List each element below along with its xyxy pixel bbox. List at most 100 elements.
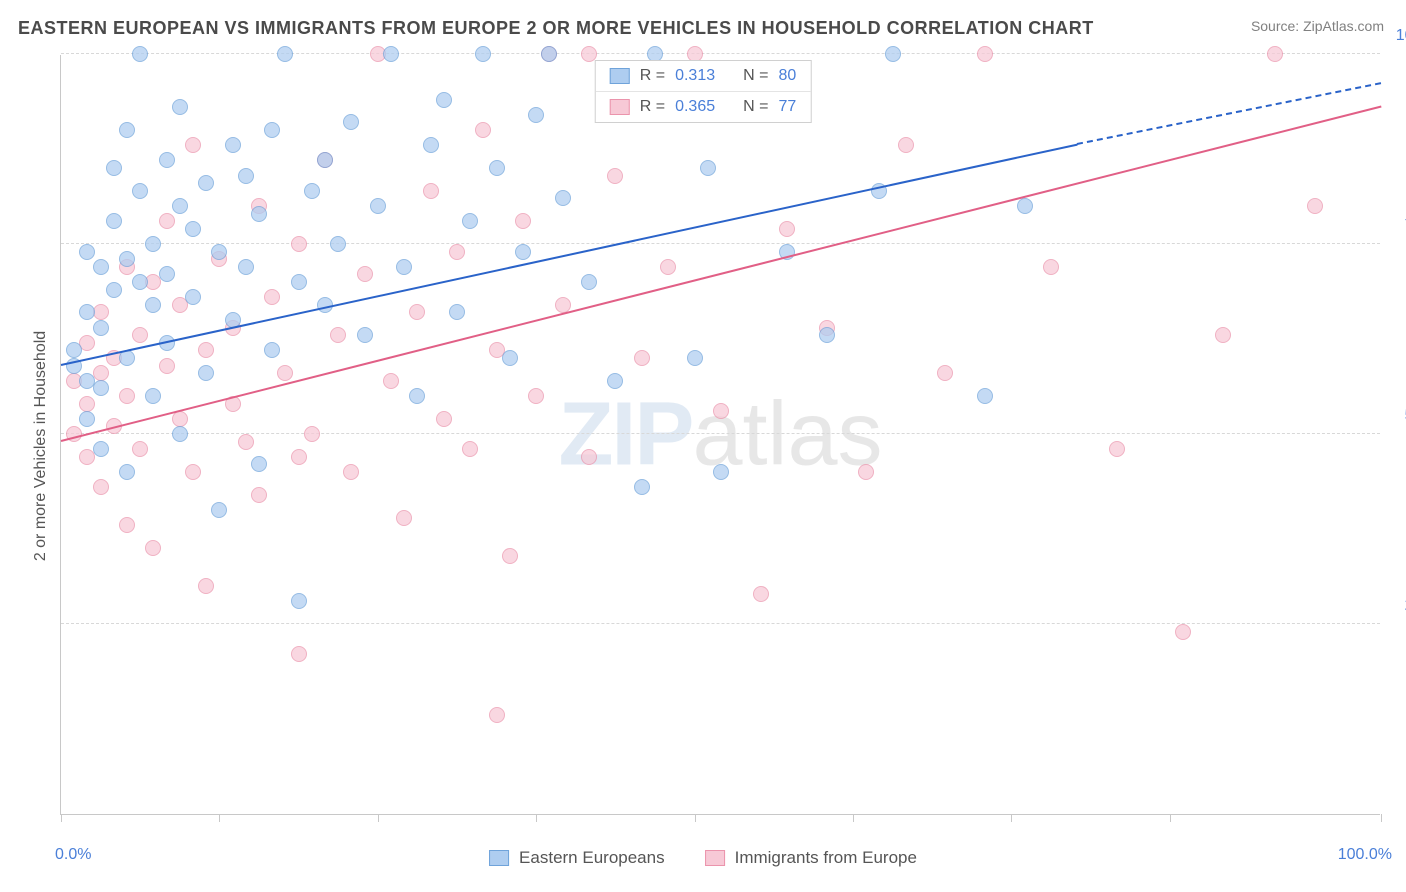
scatter-point-pink	[607, 168, 623, 184]
n-value: 80	[778, 67, 796, 85]
scatter-point-blue	[251, 206, 267, 222]
scatter-point-pink	[383, 373, 399, 389]
x-tick	[378, 814, 379, 822]
scatter-point-pink	[1267, 46, 1283, 62]
gridline-h	[61, 243, 1380, 244]
scatter-point-pink	[1109, 441, 1125, 457]
scatter-point-blue	[93, 259, 109, 275]
scatter-point-pink	[238, 434, 254, 450]
scatter-point-blue	[343, 114, 359, 130]
scatter-point-blue	[515, 244, 531, 260]
x-axis-start-label: 0.0%	[55, 846, 91, 864]
trendline-pink	[61, 105, 1381, 441]
scatter-point-pink	[489, 707, 505, 723]
scatter-point-pink	[291, 646, 307, 662]
scatter-point-blue	[687, 350, 703, 366]
scatter-point-blue	[79, 304, 95, 320]
scatter-point-blue	[132, 274, 148, 290]
scatter-point-blue	[555, 190, 571, 206]
scatter-point-blue	[423, 137, 439, 153]
correlation-legend: R = 0.313 N = 80 R = 0.365 N = 77	[595, 60, 812, 123]
scatter-point-pink	[937, 365, 953, 381]
x-tick	[853, 814, 854, 822]
scatter-point-blue	[330, 236, 346, 252]
y-tick-label: 25.0%	[1390, 597, 1406, 615]
scatter-point-pink	[713, 403, 729, 419]
scatter-point-pink	[198, 342, 214, 358]
scatter-point-blue	[172, 426, 188, 442]
scatter-point-blue	[291, 274, 307, 290]
x-tick	[695, 814, 696, 822]
scatter-point-blue	[198, 175, 214, 191]
scatter-point-blue	[277, 46, 293, 62]
scatter-point-blue	[251, 456, 267, 472]
gridline-h	[61, 433, 1380, 434]
x-tick	[61, 814, 62, 822]
r-label: R =	[640, 98, 665, 116]
scatter-point-pink	[79, 396, 95, 412]
scatter-point-blue	[819, 327, 835, 343]
scatter-point-blue	[462, 213, 478, 229]
scatter-point-blue	[93, 380, 109, 396]
scatter-point-blue	[475, 46, 491, 62]
chart-title: EASTERN EUROPEAN VS IMMIGRANTS FROM EURO…	[18, 18, 1094, 39]
scatter-point-blue	[119, 122, 135, 138]
x-axis-end-label: 100.0%	[1338, 846, 1392, 864]
scatter-point-pink	[185, 464, 201, 480]
scatter-point-pink	[119, 388, 135, 404]
r-value: 0.313	[675, 67, 715, 85]
legend-item-blue: Eastern Europeans	[489, 848, 665, 868]
scatter-point-blue	[159, 266, 175, 282]
scatter-point-pink	[858, 464, 874, 480]
source-attribution: Source: ZipAtlas.com	[1251, 18, 1384, 34]
scatter-point-pink	[159, 358, 175, 374]
scatter-point-blue	[700, 160, 716, 176]
chart-container: EASTERN EUROPEAN VS IMMIGRANTS FROM EURO…	[0, 0, 1406, 892]
scatter-point-blue	[106, 213, 122, 229]
scatter-point-blue	[119, 464, 135, 480]
correlation-row-blue: R = 0.313 N = 80	[596, 61, 811, 91]
scatter-point-blue	[93, 320, 109, 336]
scatter-point-pink	[977, 46, 993, 62]
scatter-point-blue	[264, 342, 280, 358]
scatter-point-blue	[172, 198, 188, 214]
scatter-point-blue	[489, 160, 505, 176]
scatter-point-blue	[502, 350, 518, 366]
scatter-point-pink	[291, 236, 307, 252]
y-tick-label: 50.0%	[1390, 407, 1406, 425]
scatter-point-pink	[159, 213, 175, 229]
n-value: 77	[778, 98, 796, 116]
scatter-point-blue	[198, 365, 214, 381]
scatter-point-blue	[409, 388, 425, 404]
scatter-point-blue	[304, 183, 320, 199]
correlation-row-pink: R = 0.365 N = 77	[596, 91, 811, 122]
scatter-point-pink	[898, 137, 914, 153]
scatter-point-blue	[1017, 198, 1033, 214]
scatter-point-pink	[291, 449, 307, 465]
scatter-point-blue	[211, 502, 227, 518]
swatch-blue-icon	[489, 850, 509, 866]
n-label: N =	[743, 98, 768, 116]
swatch-pink-icon	[705, 850, 725, 866]
scatter-point-blue	[145, 236, 161, 252]
scatter-point-blue	[119, 251, 135, 267]
x-tick	[536, 814, 537, 822]
y-tick-label: 100.0%	[1390, 27, 1406, 45]
scatter-point-pink	[343, 464, 359, 480]
scatter-point-pink	[264, 289, 280, 305]
r-value: 0.365	[675, 98, 715, 116]
x-tick	[1011, 814, 1012, 822]
scatter-point-pink	[357, 266, 373, 282]
y-axis-title: 2 or more Vehicles in Household	[32, 331, 50, 561]
scatter-point-pink	[581, 449, 597, 465]
scatter-point-pink	[132, 441, 148, 457]
swatch-blue-icon	[610, 68, 630, 84]
scatter-point-blue	[436, 92, 452, 108]
scatter-point-pink	[462, 441, 478, 457]
plot-area: ZIPatlas 25.0%50.0%75.0%100.0%	[60, 55, 1380, 815]
source-name: ZipAtlas.com	[1303, 18, 1384, 34]
scatter-point-blue	[383, 46, 399, 62]
scatter-point-blue	[79, 244, 95, 260]
scatter-point-blue	[977, 388, 993, 404]
watermark-zip: ZIP	[558, 384, 692, 484]
